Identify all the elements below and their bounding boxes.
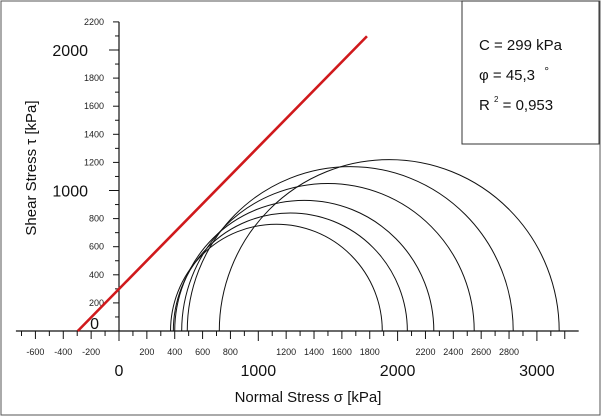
x-tick-label: 200 xyxy=(139,347,154,357)
x-tick-label: -200 xyxy=(82,347,100,357)
x-tick-label: 400 xyxy=(167,347,182,357)
legend-phi-value: φ = 45,3 xyxy=(479,67,535,84)
y-tick-label: 2200 xyxy=(84,17,104,27)
y-tick-label: 600 xyxy=(89,242,104,252)
mohr-circle xyxy=(170,223,383,332)
failure-envelope-line xyxy=(76,35,368,332)
x-tick-label: 2800 xyxy=(499,347,519,357)
y-major-tick-label: 0 xyxy=(90,316,99,333)
mohr-circles xyxy=(170,159,560,332)
x-tick-label: 1200 xyxy=(276,347,296,357)
y-tick-label: 400 xyxy=(89,270,104,280)
y-major-tick-label: 2000 xyxy=(52,43,88,60)
legend-r-value: = 0,953 xyxy=(503,97,553,114)
mohr-circle xyxy=(186,166,514,332)
x-tick-label: -400 xyxy=(54,347,72,357)
mohr-circle xyxy=(172,212,408,332)
y-major-tick-label: 1000 xyxy=(52,184,88,201)
legend-cohesion: C = 299 kPa xyxy=(479,37,563,54)
x-tick-label: 600 xyxy=(195,347,210,357)
y-tick-label: 1600 xyxy=(84,101,104,111)
axis-ticks xyxy=(20,21,566,341)
x-major-tick-label: 3000 xyxy=(519,363,555,380)
legend-friction-angle: φ = 45,3 ° xyxy=(479,64,549,84)
x-tick-label: 1800 xyxy=(360,347,380,357)
y-tick-label: 1800 xyxy=(84,73,104,83)
legend-r-letter: R xyxy=(479,97,490,114)
legend-r-squared: R 2 = 0,953 xyxy=(479,89,553,114)
x-tick-label: 1600 xyxy=(332,347,352,357)
legend-frame xyxy=(461,0,600,145)
y-tick-label: 200 xyxy=(89,298,104,308)
y-tick-label: 1400 xyxy=(84,129,104,139)
x-tick-label: 2600 xyxy=(471,347,491,357)
x-tick-label: -600 xyxy=(26,347,44,357)
y-tick-label: 1200 xyxy=(84,157,104,167)
mohr-circle xyxy=(174,199,435,332)
y-axis-title: Shear Stress τ [kPa] xyxy=(23,100,40,235)
x-tick-label: 2400 xyxy=(443,347,463,357)
legend-box: C = 299 kPa φ = 45,3 ° R 2 = 0,953 xyxy=(461,0,600,145)
x-tick-label: 1400 xyxy=(304,347,324,357)
x-major-tick-label: 0 xyxy=(115,363,124,380)
x-tick-label: 2200 xyxy=(415,347,435,357)
legend-degree-symbol: ° xyxy=(544,64,549,78)
legend-r-exponent: 2 xyxy=(494,95,499,104)
x-major-tick-label: 1000 xyxy=(241,363,277,380)
y-tick-label: 800 xyxy=(89,214,104,224)
x-tick-label: 800 xyxy=(223,347,238,357)
x-major-tick-label: 2000 xyxy=(380,363,416,380)
mohr-circle xyxy=(181,182,475,332)
x-axis-title: Normal Stress σ [kPa] xyxy=(235,389,382,406)
mohr-circle xyxy=(218,159,560,332)
axis-tick-labels: -600 -400 -200 200 400 600 800 1200 1400 1600 1800… xyxy=(26,17,554,380)
